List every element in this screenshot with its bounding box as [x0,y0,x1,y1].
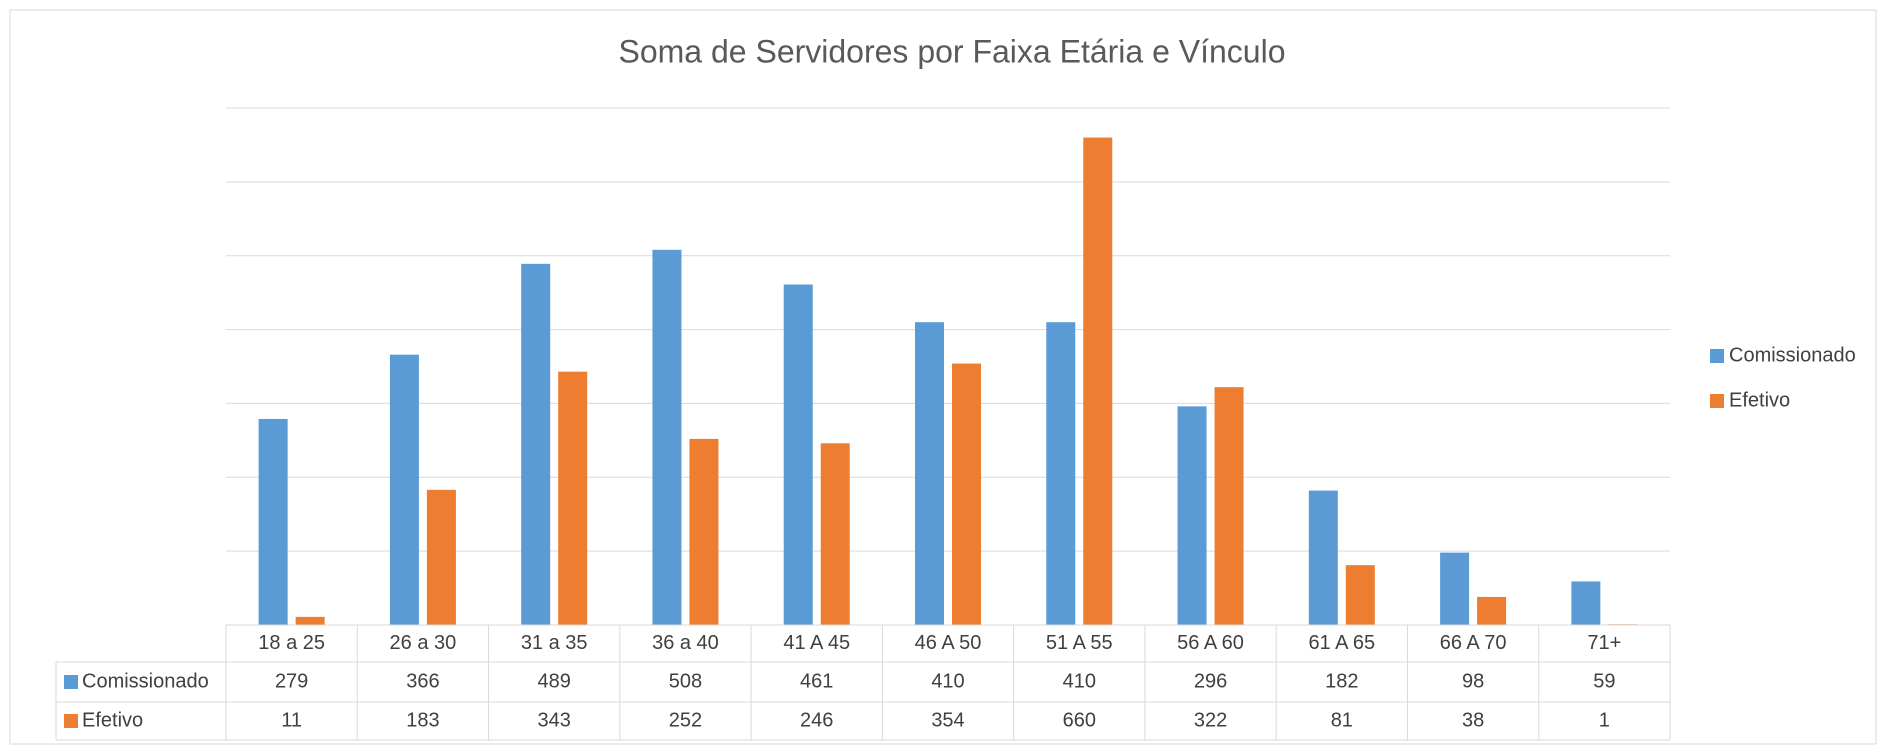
x-tick-label: 71+ [1587,632,1621,654]
data-label: 98 [1462,670,1484,692]
bar [820,443,850,625]
bar [689,438,719,625]
data-label: 461 [800,670,833,692]
bar [1046,322,1076,625]
legend-key [1710,349,1724,363]
x-tick-label: 31 a 35 [521,632,588,654]
x-tick-label: 18 a 25 [258,632,325,654]
bar [389,354,419,625]
data-label: 81 [1331,709,1353,731]
data-label: 296 [1194,670,1227,692]
bar [652,249,682,625]
table-legend-key [64,675,78,689]
table-legend-key [64,714,78,728]
bar [521,263,551,625]
data-label: 183 [406,709,439,731]
bar [258,418,288,625]
data-label: 11 [281,709,302,731]
bar [783,284,813,625]
legend-key [1710,394,1724,408]
data-label: 1 [1599,709,1610,731]
data-label: 279 [275,670,308,692]
x-tick-label: 26 a 30 [390,632,457,654]
data-label: 410 [1063,670,1096,692]
data-label: 366 [406,670,439,692]
bar [952,363,981,625]
x-tick-label: 66 A 70 [1440,632,1507,654]
bar [1440,552,1470,625]
x-tick-label: 36 a 40 [652,632,719,654]
data-label: 660 [1063,709,1096,731]
x-tick-label: 56 A 60 [1177,632,1244,654]
bar [558,371,588,625]
x-tick-label: 41 A 45 [783,632,850,654]
data-label: 322 [1194,709,1227,731]
data-label: 508 [669,670,702,692]
data-label: 354 [931,709,964,731]
x-tick-label: 46 A 50 [915,632,982,654]
chart-frame [9,9,1877,745]
chart-title: Soma de Servidores por Faixa Etária e Ví… [619,33,1286,69]
bar [1177,406,1207,625]
data-label: 252 [669,709,702,731]
table-row-label: Comissionado [82,670,209,692]
bar [295,616,325,625]
table-row-label: Efetivo [82,709,143,731]
x-tick-label: 61 A 65 [1308,632,1375,654]
bar [1477,596,1507,625]
bar [426,489,456,625]
bar [1345,565,1375,625]
data-label: 182 [1325,670,1358,692]
data-label: 38 [1462,709,1484,731]
data-label: 246 [800,709,833,731]
legend-label: Comissionado [1729,344,1856,366]
bar [1214,387,1244,625]
data-label: 59 [1593,670,1615,692]
bar [1083,137,1113,626]
legend-label: Efetivo [1729,389,1790,411]
data-label: 343 [537,709,570,731]
data-label: 489 [537,670,570,692]
data-label: 410 [931,670,964,692]
bar [1308,490,1338,625]
x-tick-label: 51 A 55 [1046,632,1113,654]
bar [915,322,944,625]
bar [1571,581,1601,625]
